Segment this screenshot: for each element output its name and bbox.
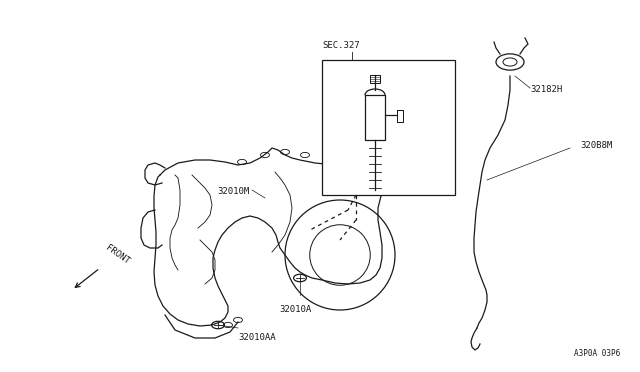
Text: A3P0A 03P6: A3P0A 03P6 (573, 349, 620, 358)
Text: 32182H: 32182H (530, 86, 563, 94)
Bar (322, 60, 455, 195)
Text: SEC.327: SEC.327 (322, 41, 360, 50)
Text: 32010A: 32010A (279, 305, 311, 314)
Text: FRONT: FRONT (104, 243, 131, 266)
Text: 32010AA: 32010AA (238, 334, 276, 343)
Text: 320B8M: 320B8M (580, 141, 612, 150)
Text: 32010M: 32010M (218, 187, 250, 196)
